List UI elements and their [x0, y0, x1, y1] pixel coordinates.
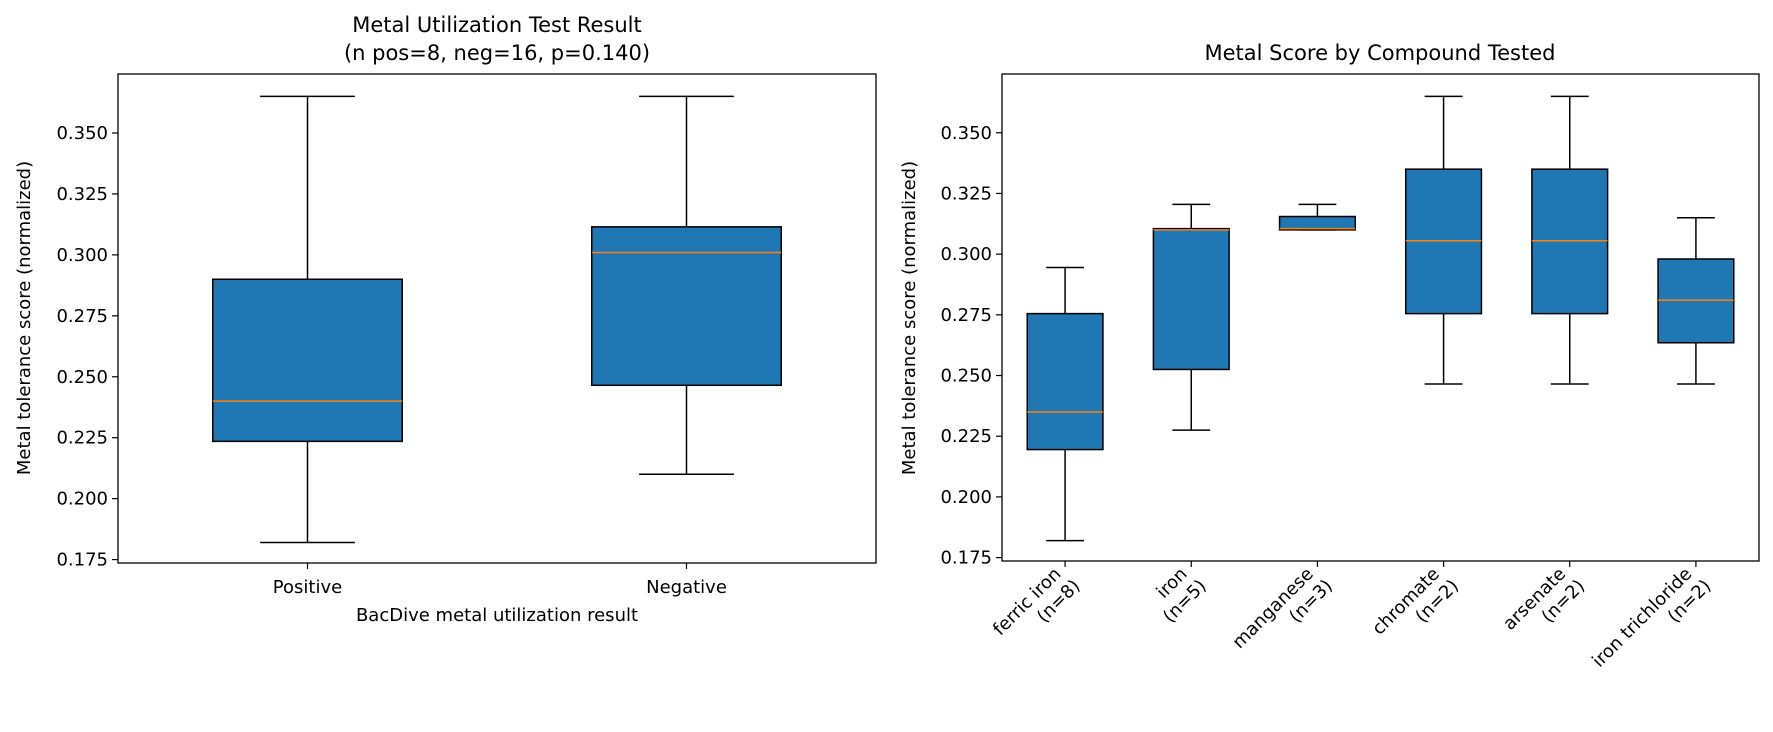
left-chart-title: Metal Utilization Test Result — [352, 13, 641, 37]
y-tick-label: 0.350 — [56, 123, 108, 144]
y-tick-label: 0.250 — [940, 366, 992, 387]
x-tick-label: iron(n=5) — [1152, 564, 1210, 628]
y-tick-label: 0.275 — [940, 305, 992, 326]
right-chart-ylabel: Metal tolerance score (normalized) — [899, 161, 920, 475]
x-tick-label: ferric iron(n=8) — [989, 564, 1084, 640]
y-tick-label: 0.350 — [940, 123, 992, 144]
box — [212, 278, 403, 443]
y-tick-label: 0.325 — [940, 183, 992, 204]
y-tick-label: 0.175 — [940, 548, 992, 569]
x-tick-label: chromate(n=2) — [1368, 564, 1463, 640]
y-tick-label: 0.325 — [56, 184, 108, 205]
box — [1026, 312, 1104, 451]
left-chart-xlabel: BacDive metal utilization result — [356, 605, 638, 626]
left-chart-ylabel: Metal tolerance score (normalized) — [14, 161, 35, 475]
y-tick-label: 0.300 — [940, 244, 992, 265]
x-tick-label: Negative — [646, 577, 727, 598]
plot-frame — [117, 73, 877, 564]
left-chart-utilization: Metal Utilization Test Result (n pos=8, … — [14, 13, 877, 626]
y-tick-label: 0.175 — [56, 550, 108, 571]
x-tick-label: iron trichloride(n=2) — [1588, 564, 1715, 672]
left-chart-subtitle: (n pos=8, neg=16, p=0.140) — [344, 41, 650, 65]
y-tick-label: 0.200 — [940, 487, 992, 508]
right-chart-compound: Metal Score by Compound Tested Metal tol… — [899, 41, 1760, 672]
y-tick-label: 0.200 — [56, 489, 108, 510]
plot-frame — [1001, 73, 1760, 562]
right-chart-title: Metal Score by Compound Tested — [1205, 41, 1556, 65]
x-tick-label: Positive — [273, 577, 342, 598]
y-tick-label: 0.300 — [56, 245, 108, 266]
box — [1152, 227, 1230, 371]
box — [591, 226, 782, 387]
y-tick-label: 0.275 — [56, 306, 108, 327]
x-tick-label: manganese(n=3) — [1228, 564, 1336, 653]
y-tick-label: 0.250 — [56, 367, 108, 388]
y-tick-label: 0.225 — [56, 428, 108, 449]
y-tick-label: 0.225 — [940, 426, 992, 447]
box — [1278, 215, 1357, 231]
x-tick-label: arsenate(n=2) — [1499, 564, 1589, 635]
